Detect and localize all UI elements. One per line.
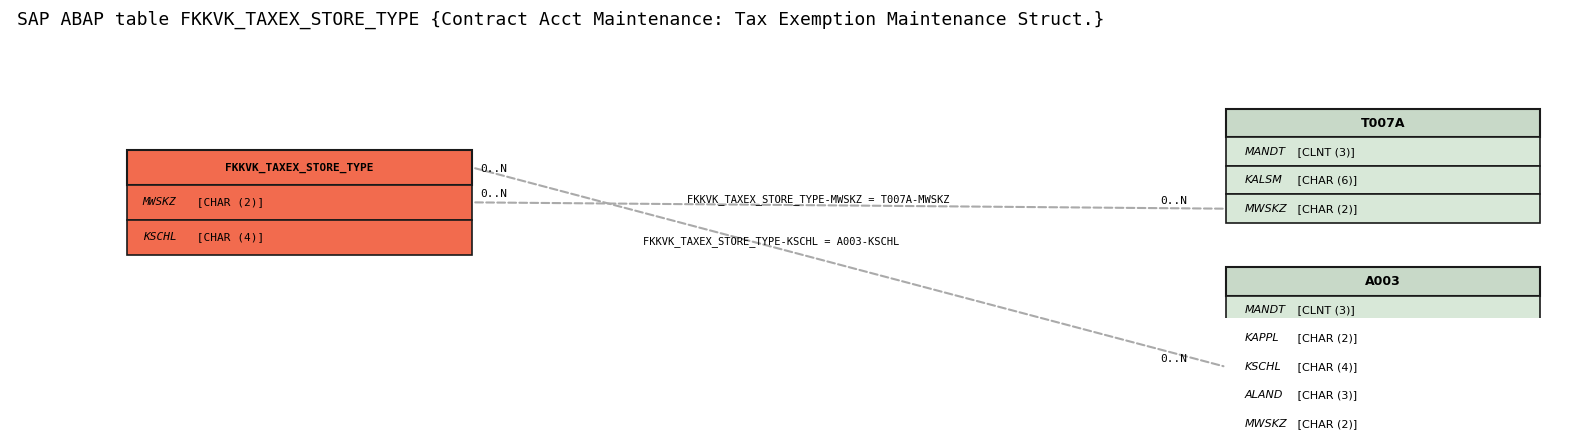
FancyBboxPatch shape: [1227, 353, 1540, 381]
Text: [CHAR (6)]: [CHAR (6)]: [1293, 175, 1357, 185]
Text: FKKVK_TAXEX_STORE_TYPE-MWSKZ = T007A-MWSKZ: FKKVK_TAXEX_STORE_TYPE-MWSKZ = T007A-MWS…: [687, 194, 949, 205]
Text: [CHAR (2)]: [CHAR (2)]: [1293, 333, 1357, 343]
Text: KALSM: KALSM: [1244, 175, 1284, 185]
FancyBboxPatch shape: [1227, 267, 1540, 296]
Text: KAPPL: KAPPL: [1244, 333, 1279, 343]
Text: 0..N: 0..N: [1159, 354, 1188, 364]
FancyBboxPatch shape: [1227, 296, 1540, 324]
Text: MWSKZ: MWSKZ: [1244, 419, 1288, 429]
Text: [CLNT (3)]: [CLNT (3)]: [1293, 147, 1354, 157]
Text: T007A: T007A: [1361, 117, 1405, 130]
Text: KSCHL: KSCHL: [143, 232, 176, 242]
FancyBboxPatch shape: [1227, 138, 1540, 166]
Text: [CHAR (4)]: [CHAR (4)]: [1293, 362, 1357, 372]
Text: SAP ABAP table FKKVK_TAXEX_STORE_TYPE {Contract Acct Maintenance: Tax Exemption : SAP ABAP table FKKVK_TAXEX_STORE_TYPE {C…: [17, 11, 1104, 29]
Text: [CLNT (3)]: [CLNT (3)]: [1293, 305, 1354, 315]
FancyBboxPatch shape: [1227, 166, 1540, 194]
Text: FKKVK_TAXEX_STORE_TYPE-KSCHL = A003-KSCHL: FKKVK_TAXEX_STORE_TYPE-KSCHL = A003-KSCH…: [643, 236, 898, 247]
Text: MWSKZ: MWSKZ: [1244, 204, 1288, 214]
Text: FKKVK_TAXEX_STORE_TYPE: FKKVK_TAXEX_STORE_TYPE: [225, 163, 374, 173]
Text: 0..N: 0..N: [1159, 195, 1188, 205]
Text: A003: A003: [1365, 275, 1402, 288]
Text: MANDT: MANDT: [1244, 147, 1287, 157]
Text: MANDT: MANDT: [1244, 305, 1287, 315]
FancyBboxPatch shape: [1227, 109, 1540, 138]
FancyBboxPatch shape: [1227, 409, 1540, 437]
Text: [CHAR (2)]: [CHAR (2)]: [1293, 204, 1357, 214]
Text: ALAND: ALAND: [1244, 390, 1284, 400]
FancyBboxPatch shape: [1227, 381, 1540, 409]
Text: 0..N: 0..N: [480, 164, 508, 174]
Text: [CHAR (2)]: [CHAR (2)]: [190, 198, 264, 208]
FancyBboxPatch shape: [127, 220, 472, 255]
Text: [CHAR (4)]: [CHAR (4)]: [190, 232, 264, 242]
FancyBboxPatch shape: [1227, 194, 1540, 223]
Text: [CHAR (2)]: [CHAR (2)]: [1293, 419, 1357, 429]
Text: 0..N: 0..N: [480, 189, 508, 199]
FancyBboxPatch shape: [1227, 324, 1540, 353]
Text: MWSKZ: MWSKZ: [143, 198, 176, 208]
FancyBboxPatch shape: [127, 150, 472, 185]
FancyBboxPatch shape: [127, 185, 472, 220]
Text: KSCHL: KSCHL: [1244, 362, 1282, 372]
Text: [CHAR (3)]: [CHAR (3)]: [1293, 390, 1357, 400]
